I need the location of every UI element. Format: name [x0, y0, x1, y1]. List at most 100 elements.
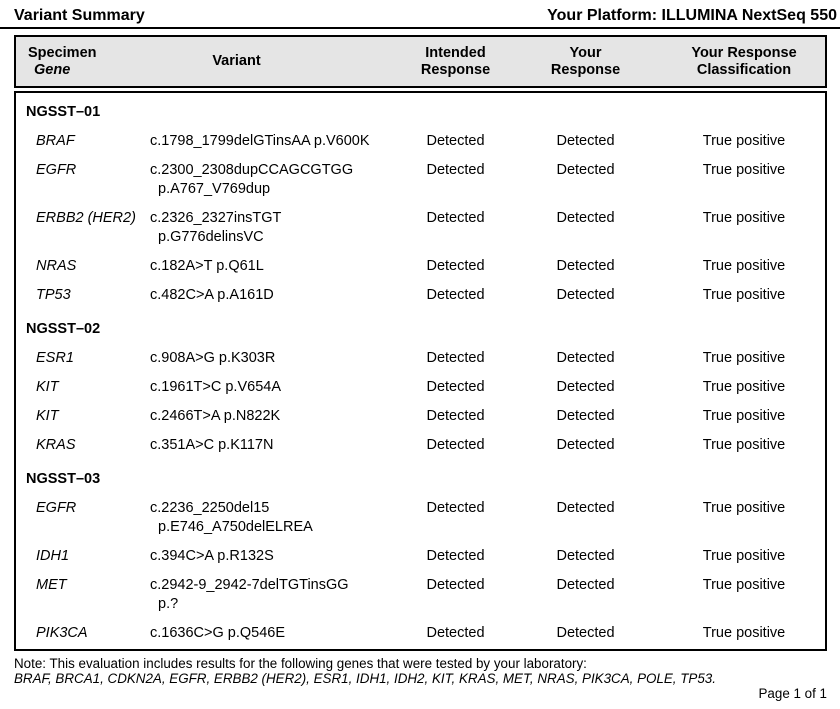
your-response: Detected [556, 437, 615, 453]
your-response: Detected [556, 350, 615, 366]
intended-response: Detected [426, 133, 485, 149]
footnote: Note: This evaluation includes results f… [14, 656, 827, 686]
col-specimen-label: Specimen [28, 44, 97, 61]
your-response: Detected [556, 258, 615, 274]
response-classification: True positive [702, 350, 786, 366]
variant-row: EGFR c.2300_2308dupCCAGCGTGG p.A767_V769du… [16, 161, 825, 199]
variant-text: c.2466T>A p.N822K [150, 407, 403, 426]
col-response-classification: Your Response Classification [691, 44, 797, 78]
intended-response: Detected [426, 408, 485, 424]
gene-name: EGFR [36, 162, 77, 178]
intended-response: Detected [426, 210, 485, 226]
intended-response: Detected [426, 350, 485, 366]
intended-response: Detected [426, 162, 485, 178]
intended-response: Detected [426, 437, 485, 453]
variant-row: ESR1 c.908A>G p.K303R Detected Detected True… [16, 349, 825, 368]
gene-name: KRAS [36, 437, 76, 453]
col-gene-label: Gene [34, 61, 71, 78]
footnote-text: Note: This evaluation includes results f… [14, 656, 587, 671]
response-classification: True positive [702, 287, 786, 303]
response-classification: True positive [702, 258, 786, 274]
variant-text: c.351A>C p.K117N [150, 436, 403, 455]
gene-name: MET [36, 577, 67, 593]
variant-cdna-line: c.1636C>G p.Q546E [150, 625, 286, 641]
variant-cdna-line: c.394C>A p.R132S [150, 548, 274, 564]
specimen-section-label: NGSST–03 [26, 471, 101, 487]
variant-protein-line: p.G776delinsVC [158, 229, 264, 245]
response-classification: True positive [702, 379, 786, 395]
response-classification: True positive [702, 133, 786, 149]
variant-text: c.182A>T p.Q61L [150, 257, 403, 276]
footnote-gene-list: BRAF, BRCA1, CDKN2A, EGFR, ERBB2 (HER2),… [14, 671, 716, 686]
response-classification: True positive [702, 577, 786, 593]
your-response: Detected [556, 548, 615, 564]
gene-name: NRAS [36, 258, 77, 274]
gene-name: TP53 [36, 287, 71, 303]
variant-text: c.1961T>C p.V654A [150, 378, 403, 397]
variant-text: c.2236_2250del15 p.E746_A750delELREA [150, 499, 403, 537]
table-body: NGSST–01 BRAF c.1798_1799delGTinsAA p.V600… [14, 91, 827, 651]
your-response: Detected [556, 625, 615, 641]
variant-row: KIT c.2466T>A p.N822K Detected Detected True… [16, 407, 825, 426]
your-response: Detected [556, 577, 615, 593]
variant-row: EGFR c.2236_2250del15 p.E746_A750delELREA D… [16, 499, 825, 537]
col-your-response: Your Response [550, 44, 621, 78]
your-response: Detected [556, 210, 615, 226]
gene-name: PIK3CA [36, 625, 88, 641]
variant-protein-line: p.E746_A750delELREA [158, 519, 313, 535]
variant-cdna-line: c.351A>C p.K117N [150, 437, 274, 453]
specimen-section-label: NGSST–02 [26, 321, 101, 337]
variant-row: KRAS c.351A>C p.K117N Detected Detected True… [16, 436, 825, 455]
your-response: Detected [556, 162, 615, 178]
intended-response: Detected [426, 625, 485, 641]
variant-cdna-line: c.2236_2250del15 [150, 500, 270, 516]
your-response: Detected [556, 133, 615, 149]
intended-response: Detected [426, 287, 485, 303]
variant-row: BRAF c.1798_1799delGTinsAA p.V600K Detecte… [16, 132, 825, 151]
variant-row: KIT c.1961T>C p.V654A Detected Detected True… [16, 378, 825, 397]
intended-response: Detected [426, 577, 485, 593]
page-number: Page 1 of 1 [758, 686, 828, 701]
variant-cdna-line: c.2942-9_2942-7delTGTinsGG [150, 577, 349, 593]
intended-response: Detected [426, 258, 485, 274]
variant-protein-line: p.A767_V769dup [158, 181, 271, 197]
response-classification: True positive [702, 210, 786, 226]
intended-response: Detected [426, 548, 485, 564]
variant-cdna-line: c.482C>A p.A161D [150, 287, 274, 303]
your-response: Detected [556, 500, 615, 516]
variant-cdna-line: c.182A>T p.Q61L [150, 258, 264, 274]
gene-name: EGFR [36, 500, 77, 516]
titlebar: Variant Summary Your Platform: ILLUMINA … [0, 0, 840, 29]
variant-row: MET c.2942-9_2942-7delTGTinsGG p.? Detected… [16, 576, 825, 614]
page-title: Variant Summary [14, 7, 145, 24]
gene-name: IDH1 [36, 548, 70, 564]
gene-name: KIT [36, 408, 59, 424]
response-classification: True positive [702, 548, 786, 564]
response-classification: True positive [702, 625, 786, 641]
specimen-section-label: NGSST–01 [26, 104, 101, 120]
variant-cdna-line: c.2326_2327insTGT [150, 210, 282, 226]
response-classification: True positive [702, 162, 786, 178]
variant-row: TP53 c.482C>A p.A161D Detected Detected True… [16, 286, 825, 305]
gene-name: ESR1 [36, 350, 74, 366]
variant-row: IDH1 c.394C>A p.R132S Detected Detected True… [16, 547, 825, 566]
response-classification: True positive [702, 437, 786, 453]
variant-cdna-line: c.1961T>C p.V654A [150, 379, 281, 395]
response-classification: True positive [702, 500, 786, 516]
variant-text: c.1798_1799delGTinsAA p.V600K [150, 132, 403, 151]
response-classification: True positive [702, 408, 786, 424]
variant-cdna-line: c.1798_1799delGTinsAA p.V600K [150, 133, 370, 149]
variant-cdna-line: c.2300_2308dupCCAGCGTGG [150, 162, 354, 178]
gene-name: ERBB2 (HER2) [36, 210, 136, 226]
table-header: Specimen Gene Variant Intended Response … [14, 35, 827, 88]
variant-protein-line: p.? [158, 596, 179, 612]
variant-text: c.1636C>G p.Q546E [150, 624, 403, 643]
variant-text: c.2300_2308dupCCAGCGTGG p.A767_V769dup [150, 161, 403, 199]
platform-label: Your Platform: ILLUMINA NextSeq 550 [547, 7, 837, 24]
variant-text: c.2942-9_2942-7delTGTinsGG p.? [150, 576, 403, 614]
col-variant: Variant [212, 53, 261, 69]
your-response: Detected [556, 287, 615, 303]
gene-name: KIT [36, 379, 59, 395]
your-response: Detected [556, 379, 615, 395]
